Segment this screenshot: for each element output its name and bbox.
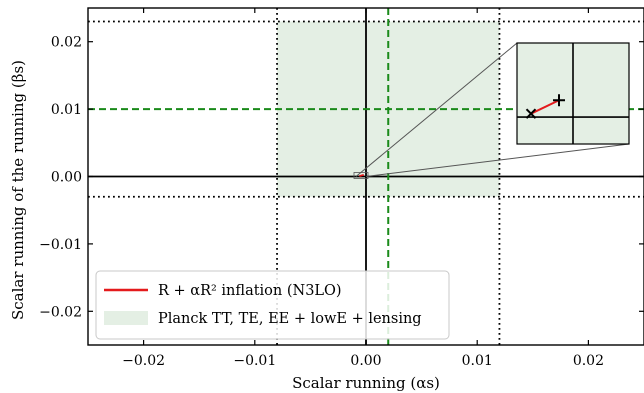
- inset-frame: [516, 42, 630, 145]
- legend: R + αR² inflation (N3LO) Planck TT, TE, …: [95, 270, 450, 340]
- series-line-r-alpha-r2: [359, 173, 365, 178]
- axis-ticks: −0.02 −0.01 0.00 0.01 0.02 −0.02 −0.01 0.00 0.01…: [39, 8, 644, 369]
- x-tick-label-4: 0.02: [573, 353, 604, 369]
- legend-box: [95, 270, 450, 340]
- x-axis-title: Scalar running (αs): [292, 374, 440, 392]
- y-tick-label-2: 0.00: [51, 170, 82, 186]
- y-tick-label-3: 0.01: [51, 102, 82, 118]
- legend-swatch-planck: [104, 311, 148, 325]
- inset-source-box: [353, 172, 369, 179]
- inset-series-line: [530, 99, 560, 115]
- legend-label-r-alpha-r2: R + αR² inflation (N3LO): [158, 283, 342, 299]
- x-tick-label-0: −0.02: [122, 353, 165, 369]
- inset-connector-top: [355, 42, 518, 177]
- inset-connector-bottom: [365, 143, 630, 177]
- y-tick-label-0: −0.02: [39, 304, 82, 320]
- x-tick-label-3: 0.01: [462, 353, 493, 369]
- y-tick-label-4: 0.02: [51, 35, 82, 51]
- zoom-inset: [353, 42, 630, 179]
- y-axis-title: Scalar running of the running (βs): [9, 60, 27, 320]
- inset-start-marker-b: [525, 108, 537, 119]
- x-tick-label-1: −0.01: [233, 353, 276, 369]
- y-tick-label-1: −0.01: [39, 237, 82, 253]
- legend-label-planck: Planck TT, TE, EE + lowE + lensing: [158, 311, 422, 327]
- x-tick-label-2: 0.00: [350, 353, 381, 369]
